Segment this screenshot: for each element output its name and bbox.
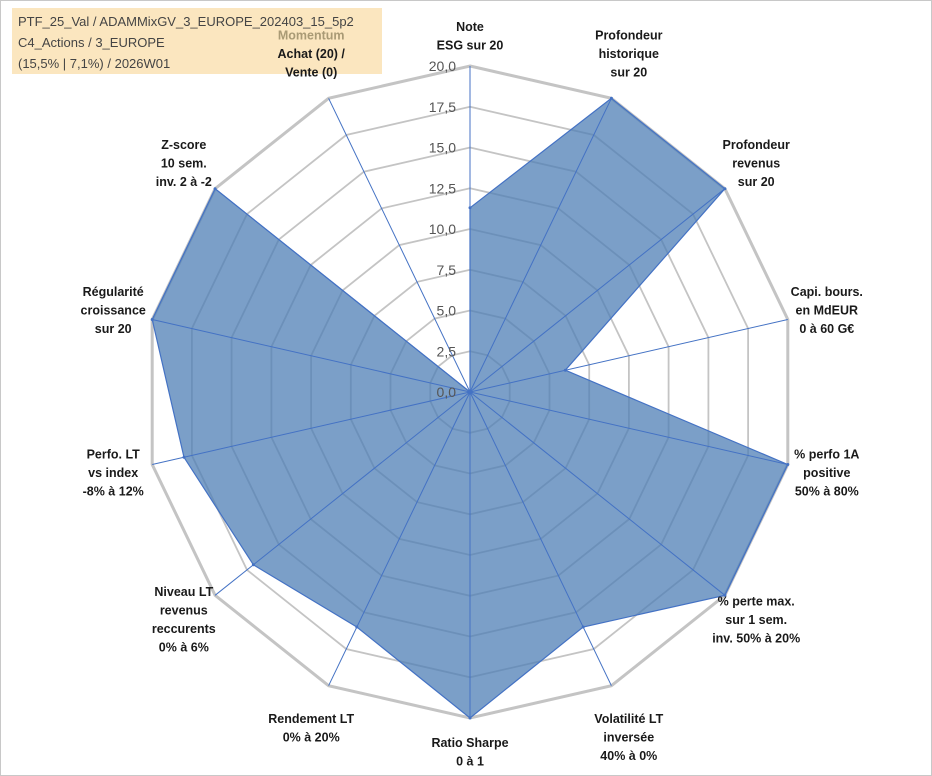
- axis-label-1: Profondeur historique sur 20: [595, 29, 662, 80]
- tick-label-4: 10,0: [429, 221, 456, 237]
- portfolio-name: PTF_25_Val / ADAMMixGV_3_EUROPE_202403_1…: [18, 14, 354, 29]
- axis-label-5: % perte max. sur 1 sem. inv. 50% à 20%: [712, 594, 800, 645]
- axis-label-6: Volatilité LT inversée 40% à 0%: [594, 712, 663, 763]
- axis-label-2: Profondeur revenus sur 20: [723, 138, 790, 189]
- tick-label-3: 7,5: [437, 262, 457, 278]
- info-box: PTF_25_Val / ADAMMixGV_3_EUROPE_202403_1…: [12, 8, 382, 74]
- axis-label-9: Niveau LT revenus reccurents 0% à 6%: [152, 585, 216, 655]
- performance-week: (15,5% | 7,1%) / 2026W01: [18, 56, 171, 71]
- data-point-3: [563, 368, 567, 372]
- tick-label-5: 12,5: [429, 180, 456, 196]
- tick-label-8: 20,0: [429, 58, 456, 74]
- spoke-5: [469, 391, 726, 596]
- axis-label-7: Ratio Sharpe 0 à 1: [431, 736, 508, 769]
- spoke-12: [214, 188, 471, 393]
- data-point-9: [251, 563, 255, 567]
- axis-label-10: Perfo. LT vs index -8% à 12%: [83, 448, 144, 499]
- data-point-1: [609, 96, 613, 100]
- axis-label-0: Note ESG sur 20: [437, 20, 504, 53]
- tick-label-0: 0,0: [437, 384, 457, 400]
- axis-label-3: Capi. bours. en MdEUR 0 à 60 G€: [791, 285, 863, 336]
- data-point-11: [150, 318, 154, 321]
- axis-label-8: Rendement LT 0% à 20%: [268, 712, 354, 745]
- data-point-10: [182, 455, 186, 459]
- data-point-8: [355, 625, 359, 629]
- asset-class: C4_Actions / 3_EUROPE: [18, 35, 165, 50]
- tick-label-7: 17,5: [429, 99, 456, 115]
- data-point-7: [468, 716, 472, 720]
- tick-label-2: 5,0: [437, 303, 457, 319]
- tick-label-6: 15,0: [429, 140, 456, 156]
- spoke-8: [328, 391, 471, 686]
- axis-label-13: Momentum Achat (20) / Vente (0): [278, 29, 346, 80]
- data-point-13: [468, 390, 472, 394]
- data-point-0: [468, 206, 472, 210]
- spoke-1: [469, 98, 612, 393]
- data-point-12: [213, 187, 217, 191]
- data-point-4: [786, 463, 790, 466]
- spoke-3: [469, 319, 788, 393]
- axis-label-4: % perfo 1A positive 50% à 80%: [794, 448, 859, 499]
- tick-label-1: 2,5: [437, 343, 457, 359]
- spoke-10: [152, 391, 471, 465]
- data-point-2: [723, 187, 727, 191]
- spoke-11: [152, 319, 471, 393]
- spoke-13: [328, 98, 471, 393]
- axis-label-11: Régularité croissance sur 20: [81, 285, 146, 336]
- spoke-4: [469, 391, 788, 465]
- data-point-5: [723, 593, 727, 597]
- axis-label-12: Z-score 10 sem. inv. 2 à -2: [156, 138, 212, 189]
- spoke-2: [469, 188, 726, 393]
- spoke-6: [469, 391, 612, 686]
- data-point-6: [581, 625, 585, 629]
- spoke-9: [214, 391, 471, 596]
